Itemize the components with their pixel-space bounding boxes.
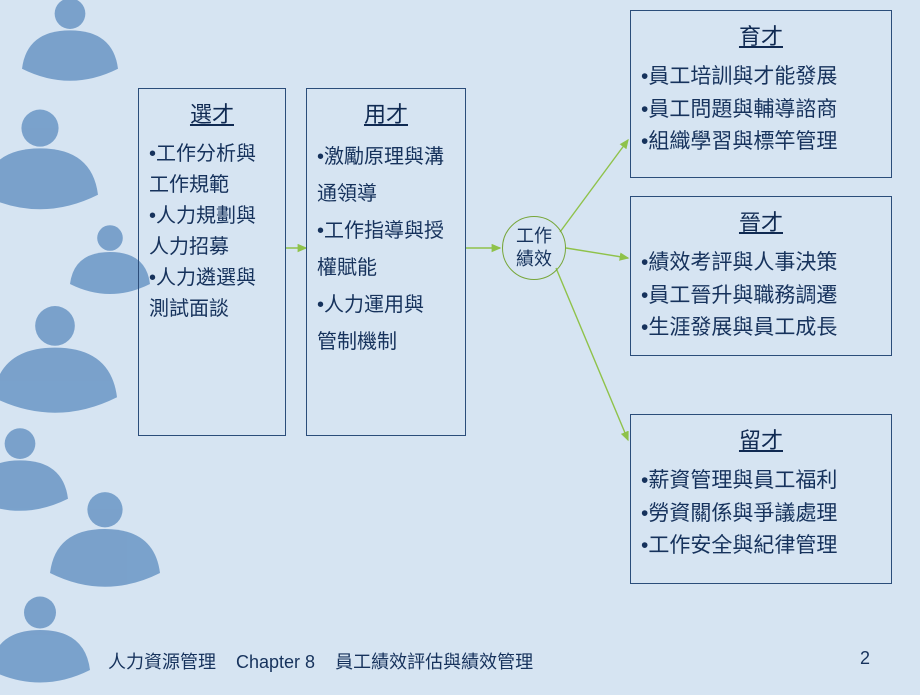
box-select-talent: 選才 •工作分析與工作規範•人力規劃與人力招募•人力遴選與測試面談	[138, 88, 286, 436]
box-develop-talent: 育才 •員工培訓與才能發展•員工問題與輔導諮商•組織學習與標竿管理	[630, 10, 892, 178]
box-item: •薪資管理與員工福利	[641, 465, 881, 498]
box-develop-title: 育才	[641, 19, 881, 51]
box-item: •組織學習與標竿管理	[641, 126, 881, 159]
slide-footer: 人力資源管理 Chapter 8 員工績效評估與績效管理	[108, 648, 533, 674]
box-promote-title: 晉才	[641, 205, 881, 237]
box-use-talent: 用才 •激勵原理與溝通領導•工作指導與授權賦能•人力運用與 管制機制	[306, 88, 466, 436]
box-item: •員工問題與輔導諮商	[641, 94, 881, 127]
box-retain-talent: 留才 •薪資管理與員工福利•勞資關係與爭議處理•工作安全與紀律管理	[630, 414, 892, 584]
box-item: •工作安全與紀律管理	[641, 530, 881, 563]
slide-page-number: 2	[860, 648, 870, 669]
circle-label-1: 工作	[516, 226, 552, 246]
box-item: •勞資關係與爭議處理	[641, 498, 881, 531]
center-circle-performance: 工作 績效	[502, 216, 566, 280]
footer-chapter: Chapter 8	[236, 652, 315, 672]
box-item: •人力規劃與人力招募	[149, 201, 275, 263]
box-item: •員工晉升與職務調遷	[641, 280, 881, 313]
box-item: •績效考評與人事決策	[641, 247, 881, 280]
box-item: •人力遴選與測試面談	[149, 263, 275, 325]
box-retain-title: 留才	[641, 423, 881, 455]
box-use-title: 用才	[317, 97, 455, 129]
box-item: •人力運用與 管制機制	[317, 287, 455, 361]
box-promote-talent: 晉才 •績效考評與人事決策•員工晉升與職務調遷•生涯發展與員工成長	[630, 196, 892, 356]
box-select-title: 選才	[149, 97, 275, 129]
circle-label-2: 績效	[516, 249, 552, 269]
footer-topic: 員工績效評估與績效管理	[335, 652, 533, 672]
box-item: •生涯發展與員工成長	[641, 312, 881, 345]
box-item: •員工培訓與才能發展	[641, 61, 881, 94]
diagram-content: 選才 •工作分析與工作規範•人力規劃與人力招募•人力遴選與測試面談 用才 •激勵…	[0, 0, 920, 690]
box-item: •激勵原理與溝通領導	[317, 139, 455, 213]
footer-course: 人力資源管理	[108, 652, 216, 672]
box-item: •工作分析與工作規範	[149, 139, 275, 201]
box-item: •工作指導與授權賦能	[317, 213, 455, 287]
